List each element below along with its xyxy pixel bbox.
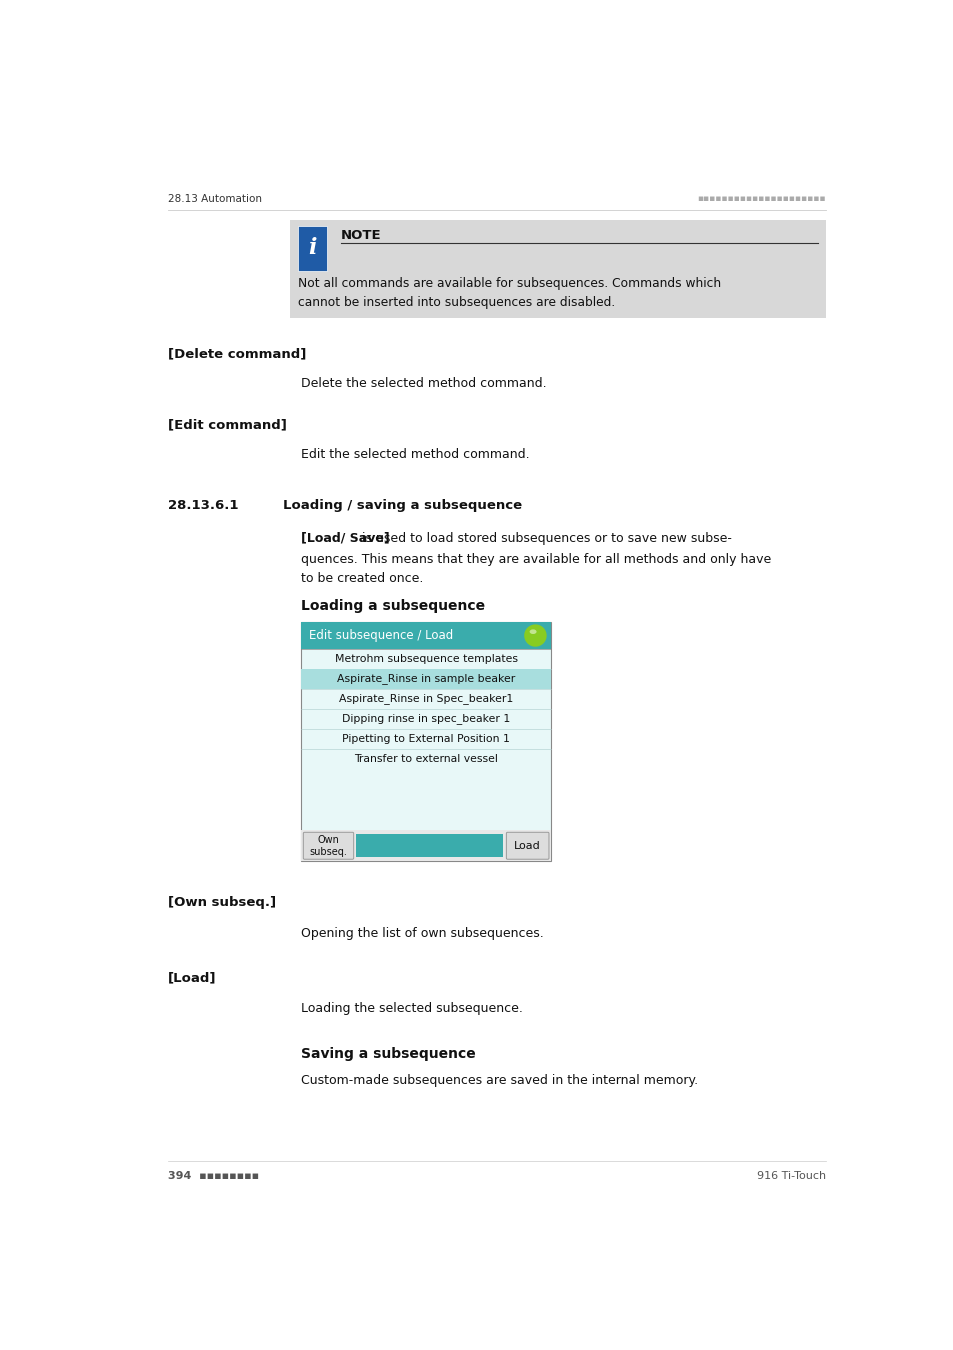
Bar bbox=[301, 668, 550, 688]
Text: Pipetting to External Position 1: Pipetting to External Position 1 bbox=[342, 734, 510, 744]
Bar bbox=[301, 622, 550, 648]
FancyBboxPatch shape bbox=[506, 833, 548, 859]
Text: i: i bbox=[308, 238, 316, 259]
Text: Opening the list of own subsequences.: Opening the list of own subsequences. bbox=[301, 926, 543, 940]
Text: 394  ▪▪▪▪▪▪▪▪: 394 ▪▪▪▪▪▪▪▪ bbox=[168, 1170, 259, 1181]
Bar bbox=[290, 220, 825, 319]
Text: Saving a subsequence: Saving a subsequence bbox=[301, 1046, 476, 1061]
Bar bbox=[355, 834, 502, 857]
Text: Loading / saving a subsequence: Loading / saving a subsequence bbox=[282, 500, 521, 512]
Text: ▪▪▪▪▪▪▪▪▪▪▪▪▪▪▪▪▪▪▪▪▪: ▪▪▪▪▪▪▪▪▪▪▪▪▪▪▪▪▪▪▪▪▪ bbox=[697, 194, 825, 204]
Bar bbox=[301, 622, 550, 861]
Text: cannot be inserted into subsequences are disabled.: cannot be inserted into subsequences are… bbox=[297, 296, 614, 309]
Circle shape bbox=[523, 625, 546, 647]
Text: is used to load stored subsequences or to save new subse-: is used to load stored subsequences or t… bbox=[357, 532, 731, 544]
Text: NOTE: NOTE bbox=[340, 230, 381, 242]
Text: 28.13 Automation: 28.13 Automation bbox=[168, 194, 262, 204]
Text: 28.13.6.1: 28.13.6.1 bbox=[168, 500, 238, 512]
Text: Dipping rinse in spec_beaker 1: Dipping rinse in spec_beaker 1 bbox=[342, 713, 510, 724]
Text: Transfer to external vessel: Transfer to external vessel bbox=[354, 753, 497, 764]
Text: [Load/ Save]: [Load/ Save] bbox=[301, 532, 390, 544]
Text: [Edit command]: [Edit command] bbox=[168, 418, 287, 432]
Text: [Delete command]: [Delete command] bbox=[168, 347, 306, 360]
FancyBboxPatch shape bbox=[303, 833, 354, 859]
Text: [Load]: [Load] bbox=[168, 971, 216, 984]
Text: Not all commands are available for subsequences. Commands which: Not all commands are available for subse… bbox=[297, 278, 720, 290]
Ellipse shape bbox=[529, 629, 536, 634]
Text: to be created once.: to be created once. bbox=[301, 571, 423, 585]
Text: 916 Ti-Touch: 916 Ti-Touch bbox=[756, 1170, 825, 1181]
Text: Metrohm subsequence templates: Metrohm subsequence templates bbox=[335, 653, 517, 664]
Text: Loading the selected subsequence.: Loading the selected subsequence. bbox=[301, 1002, 522, 1015]
Text: [Own subseq.]: [Own subseq.] bbox=[168, 896, 276, 909]
Text: Edit the selected method command.: Edit the selected method command. bbox=[301, 448, 530, 460]
Text: Edit subsequence / Load: Edit subsequence / Load bbox=[309, 629, 453, 643]
Text: Aspirate_Rinse in sample beaker: Aspirate_Rinse in sample beaker bbox=[336, 674, 515, 684]
Text: Delete the selected method command.: Delete the selected method command. bbox=[301, 377, 546, 390]
Text: Custom-made subsequences are saved in the internal memory.: Custom-made subsequences are saved in th… bbox=[301, 1073, 698, 1087]
Bar bbox=[301, 830, 550, 861]
Text: Loading a subsequence: Loading a subsequence bbox=[301, 599, 485, 613]
Text: Aspirate_Rinse in Spec_beaker1: Aspirate_Rinse in Spec_beaker1 bbox=[338, 694, 513, 705]
Text: Own
subseq.: Own subseq. bbox=[309, 834, 347, 856]
Bar bbox=[297, 225, 327, 270]
Text: Load: Load bbox=[514, 841, 540, 850]
Text: quences. This means that they are available for all methods and only have: quences. This means that they are availa… bbox=[301, 554, 771, 566]
